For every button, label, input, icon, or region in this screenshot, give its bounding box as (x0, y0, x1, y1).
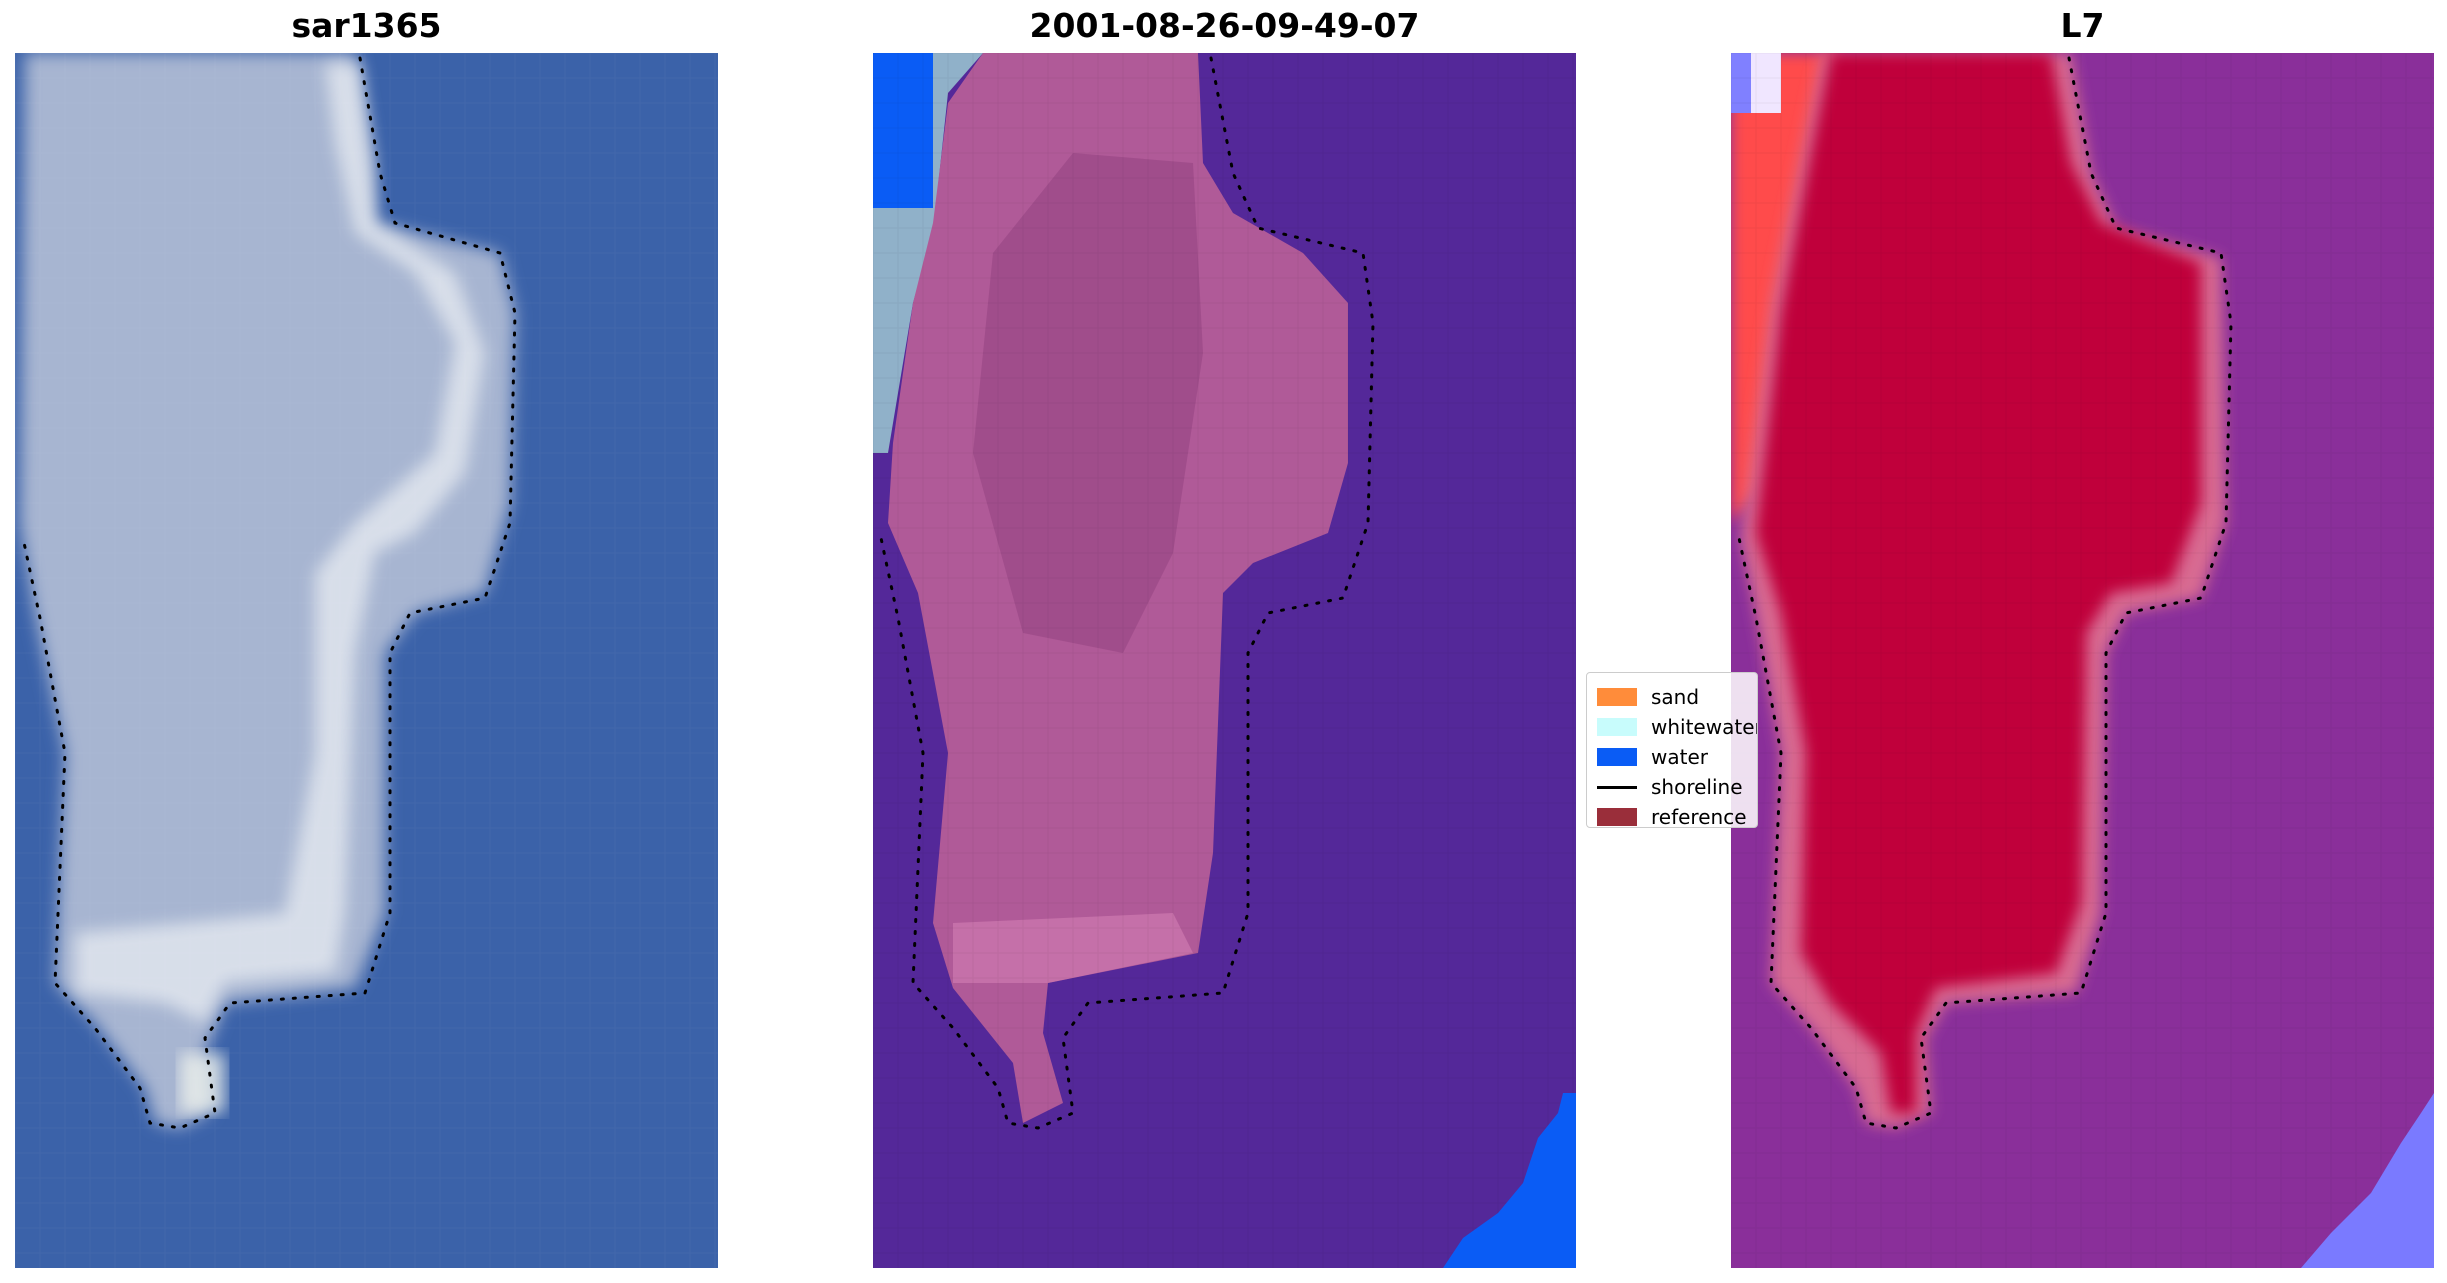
panel-title-mndwi: L7 (2060, 6, 2105, 45)
legend-item-sand: sand (1597, 685, 1699, 709)
legend-label: whitewater (1651, 715, 1758, 739)
water-class-corner (1443, 1093, 1576, 1268)
classification-panel (873, 53, 1576, 1268)
whitewater-swatch (1597, 718, 1637, 736)
classified-image (873, 53, 1576, 1268)
rgb-image (15, 53, 718, 1268)
shoreline-line-icon (1597, 785, 1637, 789)
light-blue-corner (2301, 1093, 2434, 1268)
rgb-image-panel (15, 53, 718, 1268)
legend-label: reference (1651, 805, 1747, 828)
panel-title-rgb: sar1365 (291, 6, 442, 45)
water-swatch (1597, 748, 1637, 766)
index-image (1731, 53, 2434, 1268)
legend: sand whitewater water shoreline referenc… (1586, 672, 1758, 828)
legend-item-water: water (1597, 745, 1708, 769)
legend-item-whitewater: whitewater (1597, 715, 1758, 739)
reference-swatch (1597, 808, 1637, 826)
legend-label: shoreline (1651, 775, 1743, 799)
legend-label: water (1651, 745, 1708, 769)
legend-item-reference: reference (1597, 805, 1747, 828)
sand-swatch (1597, 688, 1637, 706)
legend-label: sand (1651, 685, 1700, 709)
legend-item-shoreline: shoreline (1597, 775, 1743, 799)
index-image-panel (1731, 53, 2434, 1268)
panel-title-classification: 2001-08-26-09-49-07 (1029, 6, 1420, 45)
